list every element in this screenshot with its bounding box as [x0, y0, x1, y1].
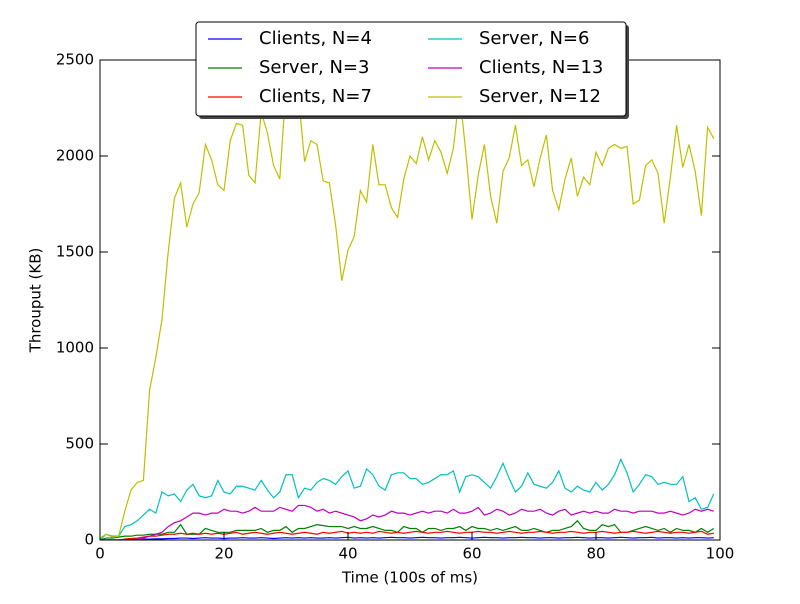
legend-label: Clients, N=13	[479, 57, 603, 78]
x-tick-label: 20	[214, 545, 233, 563]
series-line	[100, 519, 715, 540]
series-line	[100, 457, 715, 540]
x-tick-label: 60	[462, 545, 481, 563]
legend-label: Clients, N=7	[259, 86, 372, 107]
legend-label: Clients, N=4	[259, 28, 372, 49]
x-tick-label: 100	[706, 545, 735, 563]
legend: Clients, N=4 Server, N=3 Clients, N=7 Serve…	[195, 21, 629, 119]
y-tick-label: 0	[84, 531, 94, 549]
series-line	[100, 504, 714, 540]
series-line	[100, 530, 714, 540]
y-tick-label: 1000	[56, 339, 94, 357]
y-tick-label: 2000	[56, 147, 94, 165]
x-tick-label: 40	[338, 545, 357, 563]
x-tick-label: 0	[95, 545, 105, 563]
legend-label: Server, N=6	[479, 28, 589, 49]
legend-box	[195, 21, 627, 117]
x-tick-label: 80	[586, 545, 605, 563]
legend-label: Server, N=12	[479, 86, 601, 107]
x-axis-label: Time (100s of ms)	[341, 569, 478, 587]
y-axis-label: Throuput (KB)	[27, 248, 45, 354]
series-line	[100, 536, 714, 540]
legend-label: Server, N=3	[259, 57, 369, 78]
series-line	[100, 85, 715, 539]
y-tick-label: 1500	[56, 243, 94, 261]
y-tick-label: 500	[65, 435, 94, 453]
y-tick-label: 2500	[56, 51, 94, 69]
